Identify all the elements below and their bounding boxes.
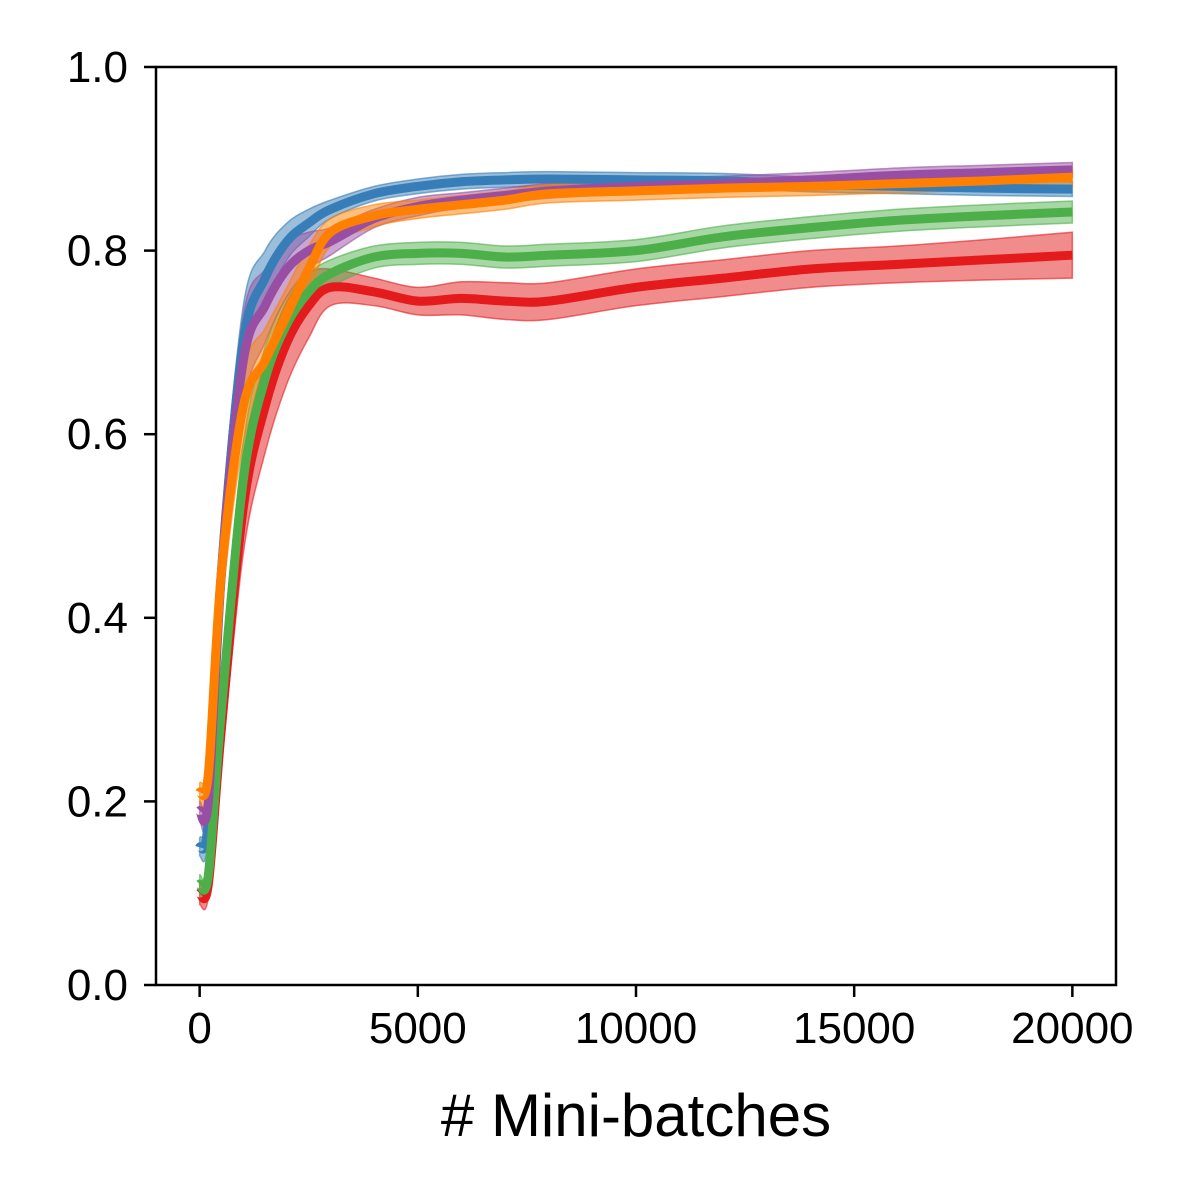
y-tick-label: 0.6 <box>67 410 128 459</box>
x-axis-ticks: 0 5000 10000 15000 20000 <box>187 985 1134 1053</box>
y-tick-label: 0.2 <box>67 777 128 826</box>
x-axis-label: # Mini-batches <box>441 1082 831 1149</box>
x-tick-label: 5000 <box>369 1004 467 1053</box>
x-tick-label: 10000 <box>575 1004 697 1053</box>
series-lines <box>195 165 1073 904</box>
line-series-1 <box>195 250 1073 904</box>
band-series-1 <box>198 231 1074 911</box>
x-tick-label: 20000 <box>1011 1004 1133 1053</box>
x-tick-label: 15000 <box>793 1004 915 1053</box>
y-tick-label: 0.8 <box>67 227 128 276</box>
x-tick-label: 0 <box>187 1004 211 1053</box>
y-tick-label: 0.0 <box>67 961 128 1010</box>
y-tick-label: 1.0 <box>67 43 128 92</box>
line-series-5 <box>195 172 1073 801</box>
y-axis-ticks: 0.0 0.2 0.4 0.6 0.8 1.0 <box>67 43 156 1010</box>
y-tick-label: 0.4 <box>67 594 128 643</box>
line-series-3 <box>195 207 1073 895</box>
